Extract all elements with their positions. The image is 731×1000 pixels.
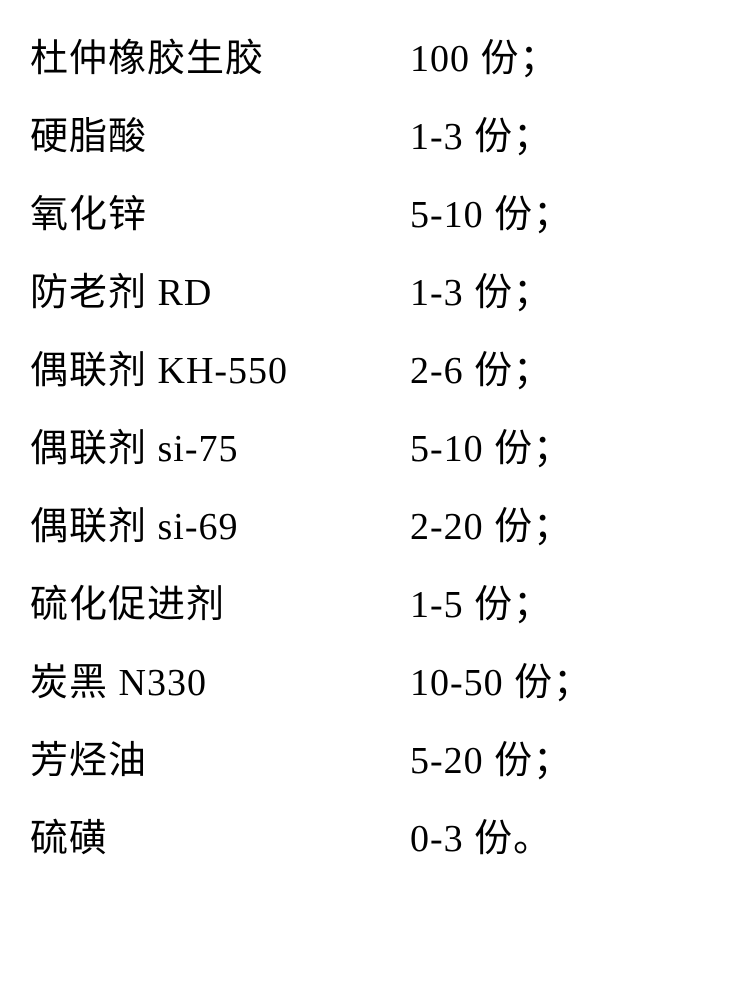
ingredient-value: 5-10 份； <box>410 196 572 234</box>
ingredient-value: 5-20 份； <box>410 742 572 780</box>
table-row: 偶联剂 si-69 2-20 份； <box>30 508 701 546</box>
ingredient-value: 1-3 份； <box>410 274 552 312</box>
ingredient-value: 1-5 份； <box>410 586 552 624</box>
ingredient-label: 硫化促进剂 <box>30 586 410 624</box>
ingredient-label: 杜仲橡胶生胶 <box>30 40 410 78</box>
table-row: 硫化促进剂 1-5 份； <box>30 586 701 624</box>
ingredient-label: 偶联剂 KH-550 <box>30 352 410 390</box>
ingredient-value: 0-3 份。 <box>410 820 552 858</box>
table-row: 硬脂酸 1-3 份； <box>30 118 701 156</box>
ingredient-value: 100 份； <box>410 40 559 78</box>
table-row: 偶联剂 si-75 5-10 份； <box>30 430 701 468</box>
ingredient-value: 1-3 份； <box>410 118 552 156</box>
table-row: 防老剂 RD 1-3 份； <box>30 274 701 312</box>
ingredient-label: 偶联剂 si-69 <box>30 508 410 546</box>
table-row: 氧化锌 5-10 份； <box>30 196 701 234</box>
ingredient-label: 氧化锌 <box>30 196 410 234</box>
ingredient-value: 2-20 份； <box>410 508 572 546</box>
ingredient-label: 硬脂酸 <box>30 118 410 156</box>
ingredient-value: 10-50 份； <box>410 664 592 702</box>
ingredient-label: 防老剂 RD <box>30 274 410 312</box>
ingredient-label: 硫磺 <box>30 820 410 858</box>
table-row: 硫磺 0-3 份。 <box>30 820 701 858</box>
ingredient-label: 偶联剂 si-75 <box>30 430 410 468</box>
table-row: 偶联剂 KH-550 2-6 份； <box>30 352 701 390</box>
ingredient-label: 芳烃油 <box>30 742 410 780</box>
ingredient-value: 2-6 份； <box>410 352 552 390</box>
ingredients-list: 杜仲橡胶生胶 100 份； 硬脂酸 1-3 份； 氧化锌 5-10 份； 防老剂… <box>0 0 731 928</box>
ingredient-value: 5-10 份； <box>410 430 572 468</box>
table-row: 杜仲橡胶生胶 100 份； <box>30 40 701 78</box>
ingredient-label: 炭黑 N330 <box>30 664 410 702</box>
table-row: 炭黑 N330 10-50 份； <box>30 664 701 702</box>
table-row: 芳烃油 5-20 份； <box>30 742 701 780</box>
